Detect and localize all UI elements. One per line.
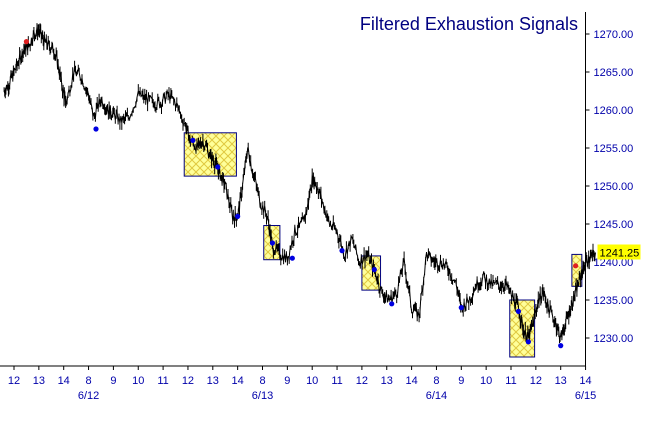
x-tick-label: 12 [530, 375, 542, 387]
x-tick-label: 13 [207, 375, 219, 387]
signal-dot-3 [190, 137, 196, 143]
x-tick-label: 14 [579, 375, 591, 387]
y-axis-ticks: 1230.00 1235.00 1240.00 1245.00 1250.00 1255.… [585, 29, 634, 345]
signal-dot-9 [371, 267, 377, 273]
x-tick-label: 10 [132, 375, 144, 387]
x-tick-label: 11 [505, 375, 516, 387]
axes [0, 12, 586, 367]
x-date-label: 6/14 [426, 390, 447, 402]
x-tick-label: 14 [405, 375, 417, 387]
x-tick-label: 12 [356, 375, 368, 387]
x-tick-label: 14 [58, 375, 70, 387]
x-tick-label: 9 [110, 375, 116, 387]
x-tick-label: 9 [284, 375, 290, 387]
x-date-label: 6/13 [252, 390, 273, 402]
x-tick-label: 10 [306, 375, 318, 387]
signal-dot-6 [269, 240, 276, 246]
y-tick-label: 1245.00 [594, 219, 634, 231]
x-tick-label: 8 [433, 375, 439, 387]
signal-dot-2 [93, 126, 99, 132]
x-tick-label: 11 [157, 375, 168, 387]
price-series [3, 23, 596, 344]
x-tick-label: 14 [232, 375, 244, 387]
x-date-label: 6/15 [575, 390, 596, 402]
price-line [3, 23, 596, 344]
signal-dot-7 [289, 255, 295, 261]
x-tick-label: 9 [458, 375, 464, 387]
signal-dot-11 [458, 305, 464, 311]
x-axis-ticks: 12 13 14 8 9 10 11 12 13 14 8 9 10 11 12 13 14 8 9 10 11 12 13… [8, 366, 596, 402]
signal-dot-14 [558, 343, 564, 349]
x-tick-label: 13 [555, 375, 567, 387]
x-tick-label: 12 [8, 375, 20, 387]
signal-dot-10 [389, 301, 395, 307]
signal-dot-5 [235, 213, 241, 219]
y-tick-label: 1255.00 [594, 143, 634, 155]
signal-dot-8 [339, 248, 345, 254]
signal-dot-12 [515, 308, 522, 314]
x-tick-label: 8 [85, 375, 91, 387]
y-tick-label: 1260.00 [594, 105, 634, 117]
signal-dot-4 [215, 164, 221, 170]
signal-dot-13 [525, 339, 531, 345]
x-tick-label: 13 [381, 375, 393, 387]
x-tick-label: 10 [480, 375, 492, 387]
y-tick-label: 1265.00 [594, 67, 634, 79]
chart-title: Filtered Exhaustion Signals [360, 14, 578, 34]
y-tick-label: 1230.00 [594, 333, 634, 345]
last-value-badge: 1241.25 [597, 244, 641, 260]
x-tick-label: 12 [182, 375, 194, 387]
signal-dot-15 [573, 263, 579, 269]
y-tick-label: 1235.00 [594, 295, 634, 307]
signal-dot-1 [23, 39, 30, 45]
y-tick-label: 1250.00 [594, 181, 634, 193]
y-tick-label: 1240.00 [594, 257, 634, 269]
x-date-label: 6/12 [78, 390, 99, 402]
last-value-label: 1241.25 [600, 248, 640, 260]
x-tick-label: 13 [33, 375, 45, 387]
x-tick-label: 11 [331, 375, 342, 387]
x-tick-label: 8 [259, 375, 265, 387]
y-tick-label: 1270.00 [594, 29, 634, 41]
signal-markers [23, 39, 579, 349]
last-value-background [597, 244, 641, 260]
